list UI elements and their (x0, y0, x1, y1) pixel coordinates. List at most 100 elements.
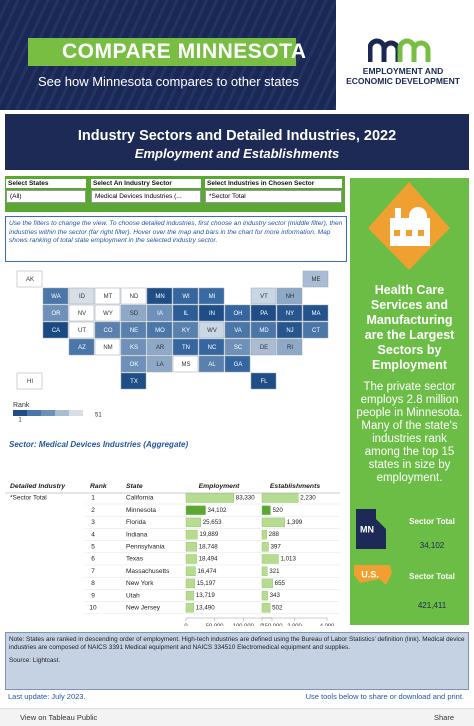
x-tick-label: 2,000 (287, 624, 302, 626)
state (198, 287, 225, 305)
chart-title: Sector: Medical Devices Industries (Aggr… (9, 440, 189, 449)
state (146, 355, 173, 373)
column-header: State (126, 483, 143, 490)
state (120, 304, 147, 322)
filter[interactable]: Select An Industry Sector Medical Device… (91, 179, 201, 209)
filter-value[interactable]: (All) (6, 190, 86, 203)
table-chart: Detailed Industry Rank State Employment Esta… (5, 483, 340, 626)
legend-swatch (27, 410, 41, 416)
detailed-industry: *Sector Total (10, 495, 47, 502)
bar (261, 554, 279, 564)
state-label: ME (312, 277, 321, 283)
state-label: TN (182, 345, 190, 351)
filter-value[interactable]: *Sector Total (205, 190, 342, 203)
bar (261, 603, 271, 613)
rank: 5 (91, 544, 95, 551)
state-label: FL (260, 379, 268, 385)
bar (185, 566, 196, 576)
value-label: 13,490 (196, 604, 215, 611)
state-label: AZ (78, 345, 86, 351)
state-label: WV (207, 328, 217, 334)
rank: 9 (91, 592, 95, 599)
value-label: 16,474 (197, 568, 216, 575)
state (198, 338, 225, 356)
state-label: SD (130, 311, 139, 317)
page-title: Industry Sectors and Detailed Industries… (77, 128, 397, 144)
state (68, 321, 95, 339)
state-label: ND (130, 294, 139, 300)
state (16, 372, 43, 390)
rank: 3 (91, 519, 95, 526)
map: AK ME WA ID MT ND MN WI MI VT NH OR NV WY SD IA IL IN OH PA… (13, 270, 329, 424)
state-label: GA (234, 362, 243, 368)
state (276, 321, 303, 339)
state (42, 321, 69, 339)
state-label: OH (234, 311, 243, 317)
rank: 8 (91, 580, 95, 587)
x-tick-label: 100,000 (233, 624, 254, 626)
bar (185, 578, 195, 589)
state (302, 321, 329, 339)
state (120, 372, 147, 390)
state-name: Indiana (126, 531, 148, 538)
value-label: 655 (275, 580, 286, 587)
mn-label: Sector Total (409, 517, 455, 526)
filter-value[interactable]: Medical Devices Industries (... (91, 190, 201, 203)
x-tick-label: 4,000 (320, 624, 335, 626)
state (42, 287, 69, 305)
state-name: Texas (126, 556, 144, 563)
state-name: Minnesota (126, 507, 156, 514)
state (250, 372, 277, 390)
state (224, 355, 251, 373)
page-subtitle: Employment and Establishments (134, 146, 340, 161)
legend-swatch (41, 410, 55, 416)
state-label: OK (130, 362, 139, 368)
value-label: 288 (269, 531, 280, 538)
state-label: MO (155, 328, 165, 334)
legend-swatch (55, 410, 69, 416)
value-label: 13,719 (196, 592, 215, 599)
state-label: IL (183, 311, 189, 317)
rank: 7 (91, 568, 95, 575)
bar (261, 578, 273, 589)
legend-min: 1 (18, 418, 22, 424)
filter-label: Select Industries in Chosen Sector (205, 179, 342, 188)
filter[interactable]: Select States (All) (6, 179, 86, 209)
value-label: 321 (269, 568, 280, 575)
legend-swatch (69, 410, 83, 416)
filter-label: Select An Industry Sector (91, 179, 201, 188)
state (42, 304, 69, 322)
tools-note: Use tools below to share or download and… (305, 692, 464, 701)
bar (261, 505, 271, 515)
state-name: California (126, 495, 154, 502)
bar (261, 517, 285, 528)
state-label: OR (52, 311, 62, 317)
state (172, 287, 199, 305)
bar (261, 566, 268, 576)
state (146, 287, 173, 305)
state-label: MN (155, 294, 164, 300)
value-label: 520 (272, 507, 283, 514)
state-label: VA (234, 328, 242, 334)
bar (185, 505, 206, 515)
filter[interactable]: Select Industries in Chosen Sector *Sect… (205, 179, 342, 209)
state (224, 321, 251, 339)
view-link[interactable]: View on Tableau Public (20, 713, 98, 722)
state (172, 355, 199, 373)
state-label: SC (234, 345, 243, 351)
org-line: EMPLOYMENT AND (362, 66, 444, 76)
state (120, 287, 147, 305)
column-header: Employment (199, 483, 241, 490)
bar (185, 603, 194, 613)
value-label: 2,230 (300, 495, 316, 502)
state (94, 321, 121, 339)
state-label: KS (130, 345, 138, 351)
x-tick-label: 150,000 (262, 624, 283, 626)
state-name: Massachusetts (126, 568, 170, 575)
x-tick-label: 0 (260, 624, 263, 626)
state-label: CO (104, 328, 113, 334)
state-label: WY (103, 311, 113, 317)
mn-value: 34,102 (420, 541, 445, 550)
mn-badge: MN (360, 524, 374, 534)
share-button[interactable]: Share (433, 713, 454, 722)
